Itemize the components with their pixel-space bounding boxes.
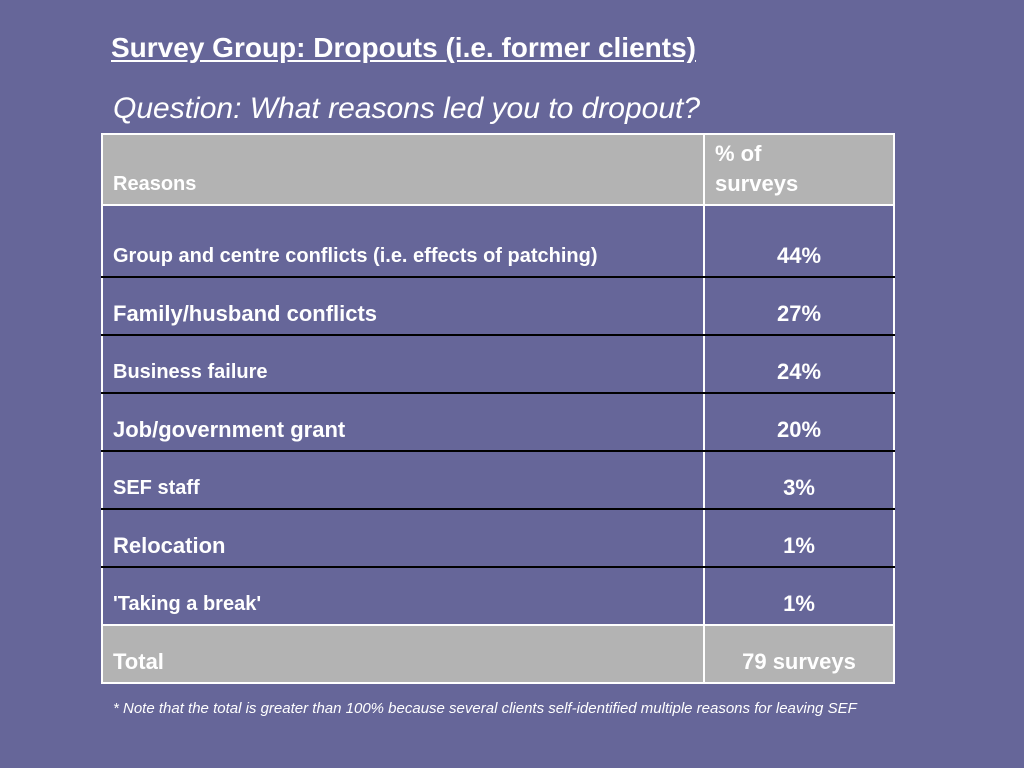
percent-cell: 24% bbox=[703, 334, 895, 394]
table-row: Family/husband conflicts 27% bbox=[101, 276, 895, 336]
question-subtitle: Question: What reasons led you to dropou… bbox=[113, 92, 701, 125]
table-row: SEF staff 3% bbox=[101, 450, 895, 510]
percent-header-line1: % of bbox=[715, 141, 762, 166]
table-row: Job/government grant 20% bbox=[101, 392, 895, 452]
table-total-row: Total 79 surveys bbox=[101, 624, 895, 684]
percent-cell: 44% bbox=[703, 204, 895, 278]
percent-cell: 1% bbox=[703, 508, 895, 568]
table-row: Business failure 24% bbox=[101, 334, 895, 394]
table-header-row: Reasons % of surveys bbox=[101, 133, 895, 206]
footnote: * Note that the total is greater than 10… bbox=[113, 700, 857, 717]
reason-cell: Family/husband conflicts bbox=[101, 276, 705, 336]
total-value: 79 surveys bbox=[703, 624, 895, 684]
percent-header-line2: surveys bbox=[715, 171, 799, 196]
reason-cell: Relocation bbox=[101, 508, 705, 568]
reason-cell: 'Taking a break' bbox=[101, 566, 705, 626]
percent-cell: 20% bbox=[703, 392, 895, 452]
reason-cell: SEF staff bbox=[101, 450, 705, 510]
reason-cell: Business failure bbox=[101, 334, 705, 394]
table-row: 'Taking a break' 1% bbox=[101, 566, 895, 626]
percent-cell: 1% bbox=[703, 566, 895, 626]
percent-cell: 3% bbox=[703, 450, 895, 510]
dropout-reasons-table: Reasons % of surveys Group and centre con… bbox=[101, 133, 895, 684]
table-row: Relocation 1% bbox=[101, 508, 895, 568]
reasons-column-header: Reasons bbox=[101, 133, 705, 206]
reason-cell: Job/government grant bbox=[101, 392, 705, 452]
reason-cell: Group and centre conflicts (i.e. effects… bbox=[101, 204, 705, 278]
total-label: Total bbox=[101, 624, 705, 684]
slide-title: Survey Group: Dropouts (i.e. former clie… bbox=[111, 32, 696, 63]
percent-cell: 27% bbox=[703, 276, 895, 336]
percent-column-header: % of surveys bbox=[703, 133, 895, 206]
table-row: Group and centre conflicts (i.e. effects… bbox=[101, 204, 895, 278]
